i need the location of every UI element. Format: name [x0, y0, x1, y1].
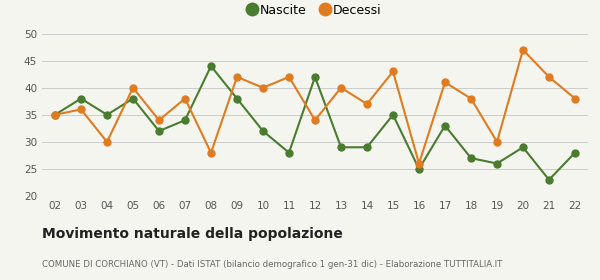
Decessi [415, 162, 422, 165]
Line: Decessi: Decessi [52, 46, 578, 167]
Decessi [286, 75, 293, 79]
Nascite [181, 118, 188, 122]
Nascite [130, 97, 137, 100]
Nascite [259, 129, 266, 133]
Nascite [467, 157, 475, 160]
Line: Nascite: Nascite [52, 63, 578, 183]
Nascite [233, 97, 241, 100]
Decessi [493, 140, 500, 144]
Decessi [233, 75, 241, 79]
Decessi [520, 48, 527, 52]
Decessi [545, 75, 553, 79]
Legend: Nascite, Decessi: Nascite, Decessi [245, 0, 385, 21]
Decessi [155, 118, 163, 122]
Nascite [208, 64, 215, 68]
Decessi [571, 97, 578, 100]
Nascite [155, 129, 163, 133]
Decessi [52, 113, 59, 116]
Decessi [208, 151, 215, 154]
Nascite [337, 146, 344, 149]
Decessi [311, 118, 319, 122]
Decessi [364, 102, 371, 106]
Nascite [311, 75, 319, 79]
Decessi [103, 140, 110, 144]
Nascite [520, 146, 527, 149]
Decessi [389, 70, 397, 73]
Decessi [337, 86, 344, 89]
Nascite [415, 167, 422, 171]
Decessi [77, 108, 85, 111]
Decessi [181, 97, 188, 100]
Decessi [259, 86, 266, 89]
Nascite [364, 146, 371, 149]
Nascite [52, 113, 59, 116]
Decessi [130, 86, 137, 89]
Nascite [103, 113, 110, 116]
Nascite [571, 151, 578, 154]
Text: COMUNE DI CORCHIANO (VT) - Dati ISTAT (bilancio demografico 1 gen-31 dic) - Elab: COMUNE DI CORCHIANO (VT) - Dati ISTAT (b… [42, 260, 502, 269]
Nascite [493, 162, 500, 165]
Text: Movimento naturale della popolazione: Movimento naturale della popolazione [42, 227, 343, 241]
Nascite [77, 97, 85, 100]
Decessi [442, 81, 449, 84]
Nascite [286, 151, 293, 154]
Nascite [442, 124, 449, 127]
Decessi [467, 97, 475, 100]
Nascite [389, 113, 397, 116]
Nascite [545, 178, 553, 181]
